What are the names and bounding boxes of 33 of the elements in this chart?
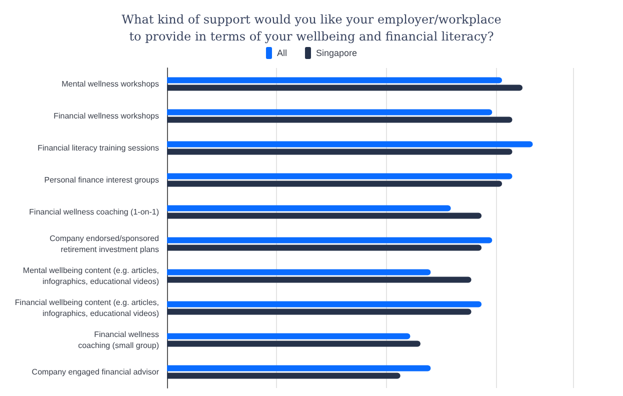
y-tick-label: Company engaged financial advisor xyxy=(32,368,160,376)
bar xyxy=(167,109,492,116)
bar xyxy=(167,244,482,251)
chart-title: What kind of support would you like your employer/workplace to provide in terms of your wellbeing and financial literacy? xyxy=(122,12,502,44)
bar xyxy=(167,77,502,84)
bar xyxy=(167,116,512,123)
y-tick-label: Mental wellbeing content (e.g. articles, infographics, educational videos) xyxy=(22,266,160,286)
bar xyxy=(167,365,431,372)
bar xyxy=(167,237,492,244)
y-tick-label: Company endorsed/sponsored retirement investment plans xyxy=(50,234,159,254)
bar xyxy=(167,276,472,283)
bar xyxy=(167,148,512,155)
y-tick-label: Financial wellness workshops xyxy=(54,112,159,120)
bar xyxy=(167,180,502,187)
bar xyxy=(167,340,420,347)
y-tick-label: Financial wellness coaching (small group) xyxy=(78,330,160,350)
bar xyxy=(167,301,482,308)
bar xyxy=(167,205,451,212)
legend-label: All xyxy=(276,48,287,58)
bar xyxy=(167,308,472,315)
y-tick-label: Financial wellness coaching (1-on-1) xyxy=(29,208,160,216)
y-tick-label: Financial literacy training sessions xyxy=(38,144,159,152)
bar xyxy=(167,333,410,340)
bar xyxy=(167,212,482,219)
legend-label: Singapore xyxy=(316,48,358,58)
y-tick-label: Personal finance interest groups xyxy=(44,176,159,184)
bar xyxy=(167,173,512,180)
bar xyxy=(167,372,400,379)
y-tick-label: Mental wellness workshops xyxy=(62,80,159,88)
y-tick-label: Financial wellbeing content (e.g. articles, infographics, educational videos) xyxy=(14,298,160,318)
bar xyxy=(167,269,431,276)
bar xyxy=(167,84,523,91)
bar xyxy=(167,141,533,148)
